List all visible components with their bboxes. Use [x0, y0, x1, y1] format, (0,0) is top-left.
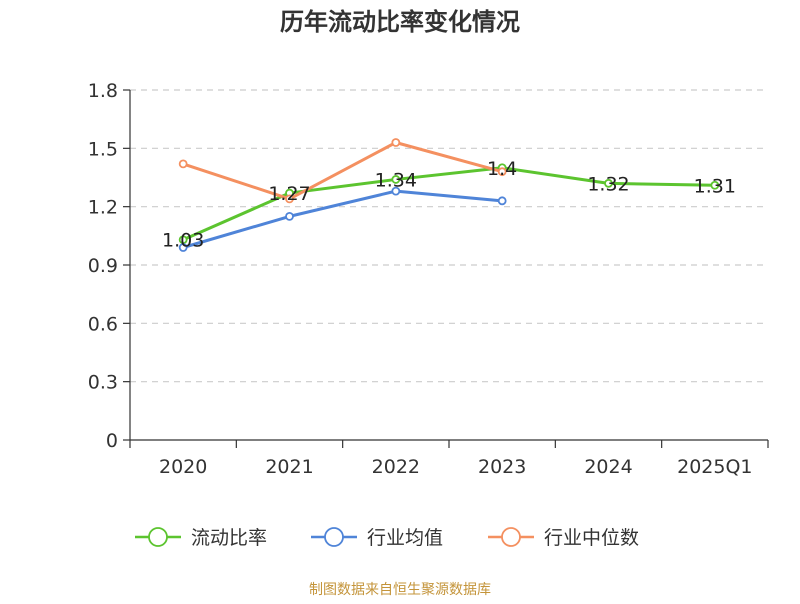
x-tick-label-2023: 2023 — [478, 456, 526, 478]
y-tick-label-5: 1.5 — [88, 138, 118, 160]
x-tick-label-2025Q1: 2025Q1 — [677, 456, 752, 478]
legend-label-0: 流动比率 — [191, 527, 267, 549]
x-tick-label-2024: 2024 — [584, 456, 632, 478]
y-tick-label-1: 0.3 — [88, 372, 118, 394]
chart-title: 历年流动比率变化情况 — [280, 8, 520, 36]
data-label-2020: 1.03 — [162, 230, 204, 252]
series-1-point-2021 — [285, 211, 294, 221]
series-0-point-2022 — [391, 175, 401, 184]
data-label-2025Q1: 1.31 — [694, 175, 736, 197]
legend-item-1[interactable]: 行业均值 — [311, 527, 443, 549]
series-line-0 — [181, 166, 717, 242]
series-2-point-2023 — [497, 167, 507, 177]
data-label-2021: 1.27 — [268, 183, 310, 205]
series-2-point-2022 — [391, 138, 401, 147]
data-labels: 1.03 1.27 1.34 1.4 1.32 1.31 — [162, 158, 736, 252]
series-1-point-2022 — [391, 186, 401, 196]
x-tick-label-2022: 2022 — [372, 456, 420, 478]
axes: 0 0.3 0.6 0.9 1.2 1.5 1.8 2020 2021 2022 2023 2024 2… — [88, 80, 769, 478]
x-tick-label-2020: 2020 — [159, 456, 207, 478]
y-tick-label-3: 0.9 — [88, 255, 118, 277]
series-lines — [178, 138, 720, 252]
legend-swatch-marker-1 — [324, 527, 344, 547]
data-label-2022: 1.34 — [375, 169, 417, 191]
series-line-2 — [181, 141, 504, 201]
y-tick-label-6: 1.8 — [88, 80, 118, 102]
data-label-2024: 1.32 — [587, 173, 629, 195]
series-line-1 — [181, 189, 504, 249]
legend-swatch-marker-2 — [501, 527, 521, 547]
data-label-2023: 1.4 — [487, 158, 517, 180]
series-0-point-2024 — [604, 178, 613, 188]
grid-lines — [130, 89, 768, 383]
series-1-point-2020 — [178, 243, 188, 252]
series-2-point-2020 — [178, 159, 188, 169]
legend-label-1: 行业均值 — [367, 527, 443, 549]
data-source-note: 制图数据来自恒生聚源数据库 — [309, 582, 491, 598]
legend-swatch-marker-0 — [148, 527, 168, 547]
legend-label-2: 行业中位数 — [544, 527, 639, 549]
legend-item-2[interactable]: 行业中位数 — [488, 527, 639, 549]
y-tick-label-0: 0 — [106, 430, 118, 452]
series-1-point-2023 — [497, 196, 507, 206]
legend: 流动比率 行业均值 行业中位数 — [135, 527, 639, 549]
series-2-point-2021 — [285, 194, 294, 204]
y-tick-label-4: 1.2 — [88, 197, 118, 219]
y-tick-label-2: 0.6 — [88, 313, 118, 335]
series-0-point-2025Q1 — [710, 180, 720, 190]
x-tick-label-2021: 2021 — [265, 456, 313, 478]
legend-item-0[interactable]: 流动比率 — [135, 527, 267, 549]
